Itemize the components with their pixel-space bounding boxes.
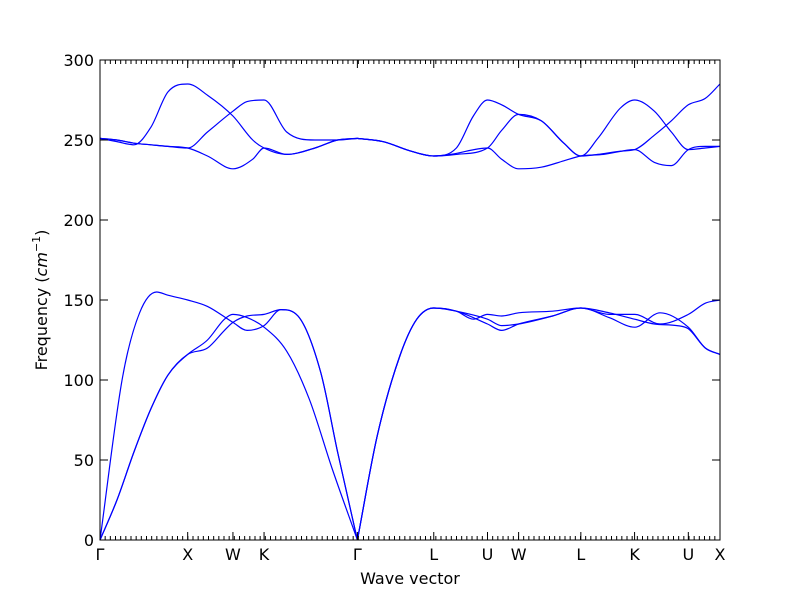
y-tick-label: 200 xyxy=(63,211,94,230)
x-tick-label: U xyxy=(482,545,494,564)
x-tick-label: L xyxy=(576,545,585,564)
y-tick-label: 300 xyxy=(63,51,94,70)
x-tick-label: U xyxy=(682,545,694,564)
phonon-branch-6 xyxy=(356,299,721,541)
plot-frame xyxy=(99,59,721,541)
y-axis-label-text: Frequency xyxy=(32,283,51,371)
x-axis-label: Wave vector xyxy=(360,569,460,588)
x-tick-label: W xyxy=(225,545,241,564)
x-tick-label: X xyxy=(715,545,726,564)
phonon-branch-9 xyxy=(99,83,358,156)
x-tick-label: Γ xyxy=(353,545,362,564)
y-axis-label: Frequency (cm−1) xyxy=(30,230,51,371)
y-tick-label: 0 xyxy=(84,531,94,550)
x-tick-label: X xyxy=(182,545,193,564)
y-axis-label-exponent: −1 xyxy=(30,236,43,252)
phonon-branch-12 xyxy=(357,99,721,157)
x-tick-label: K xyxy=(259,545,270,564)
x-tick-label: Γ xyxy=(96,545,105,564)
series-layer xyxy=(99,83,721,541)
x-tick-label: K xyxy=(629,545,640,564)
phonon-branch-3 xyxy=(99,291,358,541)
x-tick-label: W xyxy=(511,545,527,564)
y-axis-label-paren-open: ( xyxy=(32,276,51,282)
y-axis-label-unit: cm xyxy=(32,252,51,276)
y-tick-label: 250 xyxy=(63,131,94,150)
y-tick-label: 150 xyxy=(63,291,94,310)
phonon-branch-8 xyxy=(99,99,358,149)
y-tick-label: 50 xyxy=(74,451,94,470)
y-tick-label: 100 xyxy=(63,371,94,390)
y-axis-label-paren-close: ) xyxy=(32,230,51,236)
plot-background xyxy=(100,60,720,540)
x-tick-label: L xyxy=(429,545,438,564)
